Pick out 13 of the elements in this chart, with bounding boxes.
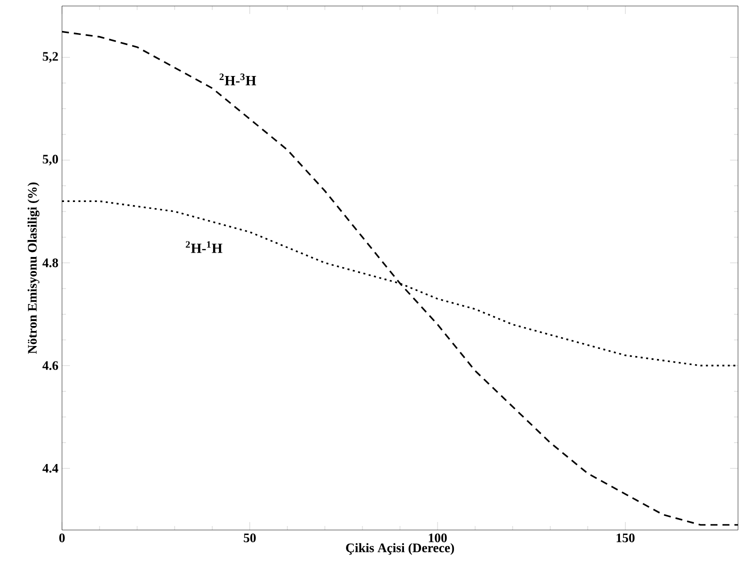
y-tick-label: 5,2: [42, 52, 58, 63]
series-label: $^{2}$H-$^{3}$H: [220, 74, 256, 86]
y-tick-label: 4.6: [42, 361, 58, 370]
x-axis-title: Çikis Açisi (Derece): [346, 543, 454, 555]
series-label: $^{2}$H-$^{1}$H: [186, 241, 222, 253]
y-tick-label: 4.8: [42, 258, 58, 268]
x-tick-label: 50: [244, 534, 256, 542]
y-axis-title: Nötron Emisyonu Olasiligi (%): [28, 182, 40, 354]
x-tick-label: 100: [428, 534, 447, 542]
x-tick-label: 0: [59, 534, 65, 542]
y-tick-label: 5,0: [42, 154, 58, 166]
x-tick-label: 150: [616, 534, 635, 542]
y-tick-label: 4.4: [42, 464, 58, 473]
